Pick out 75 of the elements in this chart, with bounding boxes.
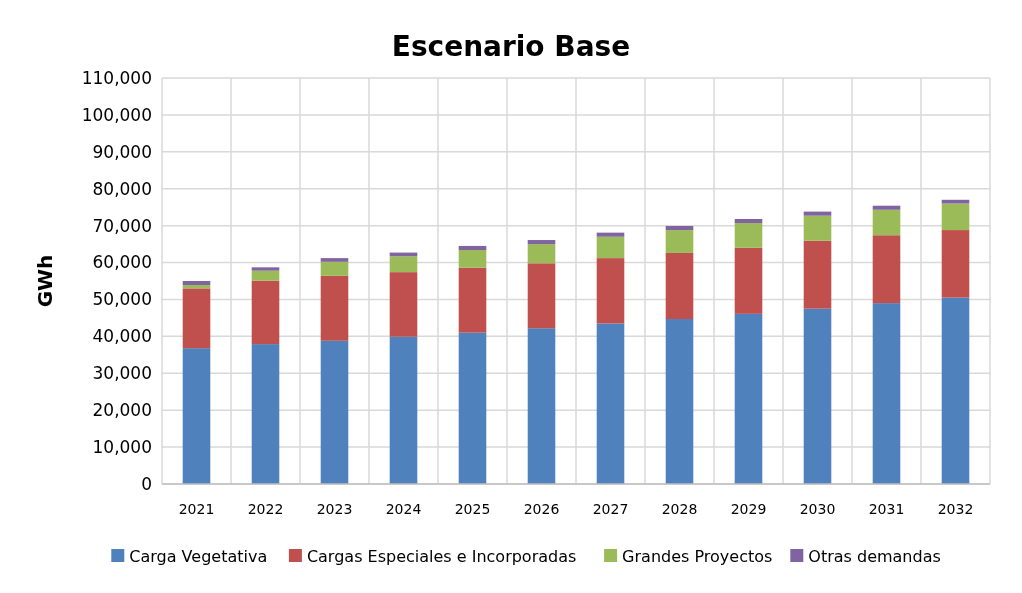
- bar: [458, 245, 487, 250]
- bar: [734, 313, 763, 484]
- bar: [320, 258, 349, 262]
- bar: [872, 235, 901, 304]
- bar: [941, 203, 970, 231]
- bar: [872, 209, 901, 236]
- bar: [527, 240, 556, 245]
- bar: [458, 250, 487, 268]
- x-tick-label: 2031: [868, 501, 905, 517]
- bar: [458, 332, 487, 484]
- x-tick-label: 2029: [730, 501, 767, 517]
- bar: [389, 336, 418, 484]
- x-tick-label: 2023: [316, 501, 353, 517]
- y-tick-label: 70,000: [92, 215, 152, 236]
- bar: [803, 215, 832, 241]
- y-tick-label: 40,000: [92, 326, 152, 347]
- bar: [251, 280, 280, 345]
- bar: [665, 319, 694, 484]
- bar: [734, 223, 763, 248]
- y-tick-label: 20,000: [92, 400, 152, 421]
- x-tick-label: 2028: [661, 501, 698, 517]
- bar: [320, 261, 349, 276]
- bar: [320, 340, 349, 484]
- y-tick-label: 30,000: [92, 363, 152, 384]
- bar: [251, 270, 280, 281]
- bar: [458, 267, 487, 333]
- y-axis-title: GWh: [33, 254, 57, 308]
- y-tick-label: 60,000: [92, 252, 152, 273]
- bar: [389, 256, 418, 273]
- bar: [596, 323, 625, 484]
- bar: [872, 205, 901, 210]
- bar: [803, 308, 832, 484]
- y-tick-label: 0: [141, 473, 152, 494]
- x-tick-label: 2026: [523, 501, 560, 517]
- bar: [665, 226, 694, 231]
- x-tick-label: 2021: [178, 501, 215, 517]
- legend-label: Otras demandas: [808, 546, 941, 566]
- legend-label: Grandes Proyectos: [622, 546, 773, 566]
- x-tick-label: 2025: [454, 501, 491, 517]
- bar: [527, 244, 556, 264]
- bar: [389, 272, 418, 337]
- bar: [596, 236, 625, 259]
- x-tick-label: 2027: [592, 501, 629, 517]
- bar: [251, 267, 280, 271]
- bar: [734, 218, 763, 224]
- bar: [596, 232, 625, 237]
- x-tick-label: 2032: [937, 501, 974, 517]
- bar: [941, 230, 970, 298]
- chart-title: Escenario Base: [391, 30, 631, 63]
- bar: [665, 252, 694, 320]
- bar: [527, 263, 556, 329]
- y-tick-label: 100,000: [81, 104, 152, 125]
- y-tick-label: 50,000: [92, 289, 152, 310]
- x-tick-label: 2022: [247, 501, 284, 517]
- bar: [803, 240, 832, 309]
- bar: [734, 247, 763, 314]
- y-tick-label: 80,000: [92, 178, 152, 199]
- bar: [182, 281, 211, 286]
- bar: [182, 288, 211, 349]
- bar: [872, 303, 901, 484]
- legend-label: Cargas Especiales e Incorporadas: [306, 546, 577, 566]
- bar: [596, 258, 625, 324]
- bar: [941, 297, 970, 484]
- legend-label: Carga Vegetativa: [129, 546, 268, 566]
- x-tick-label: 2024: [385, 501, 422, 517]
- bar: [527, 328, 556, 484]
- bar: [251, 344, 280, 484]
- bar: [665, 230, 694, 253]
- bar: [803, 211, 832, 216]
- bar: [182, 348, 211, 484]
- y-tick-label: 90,000: [92, 141, 152, 162]
- bar: [320, 275, 349, 341]
- y-tick-label: 110,000: [81, 67, 152, 88]
- y-tick-label: 10,000: [92, 437, 152, 458]
- x-tick-label: 2030: [799, 501, 836, 517]
